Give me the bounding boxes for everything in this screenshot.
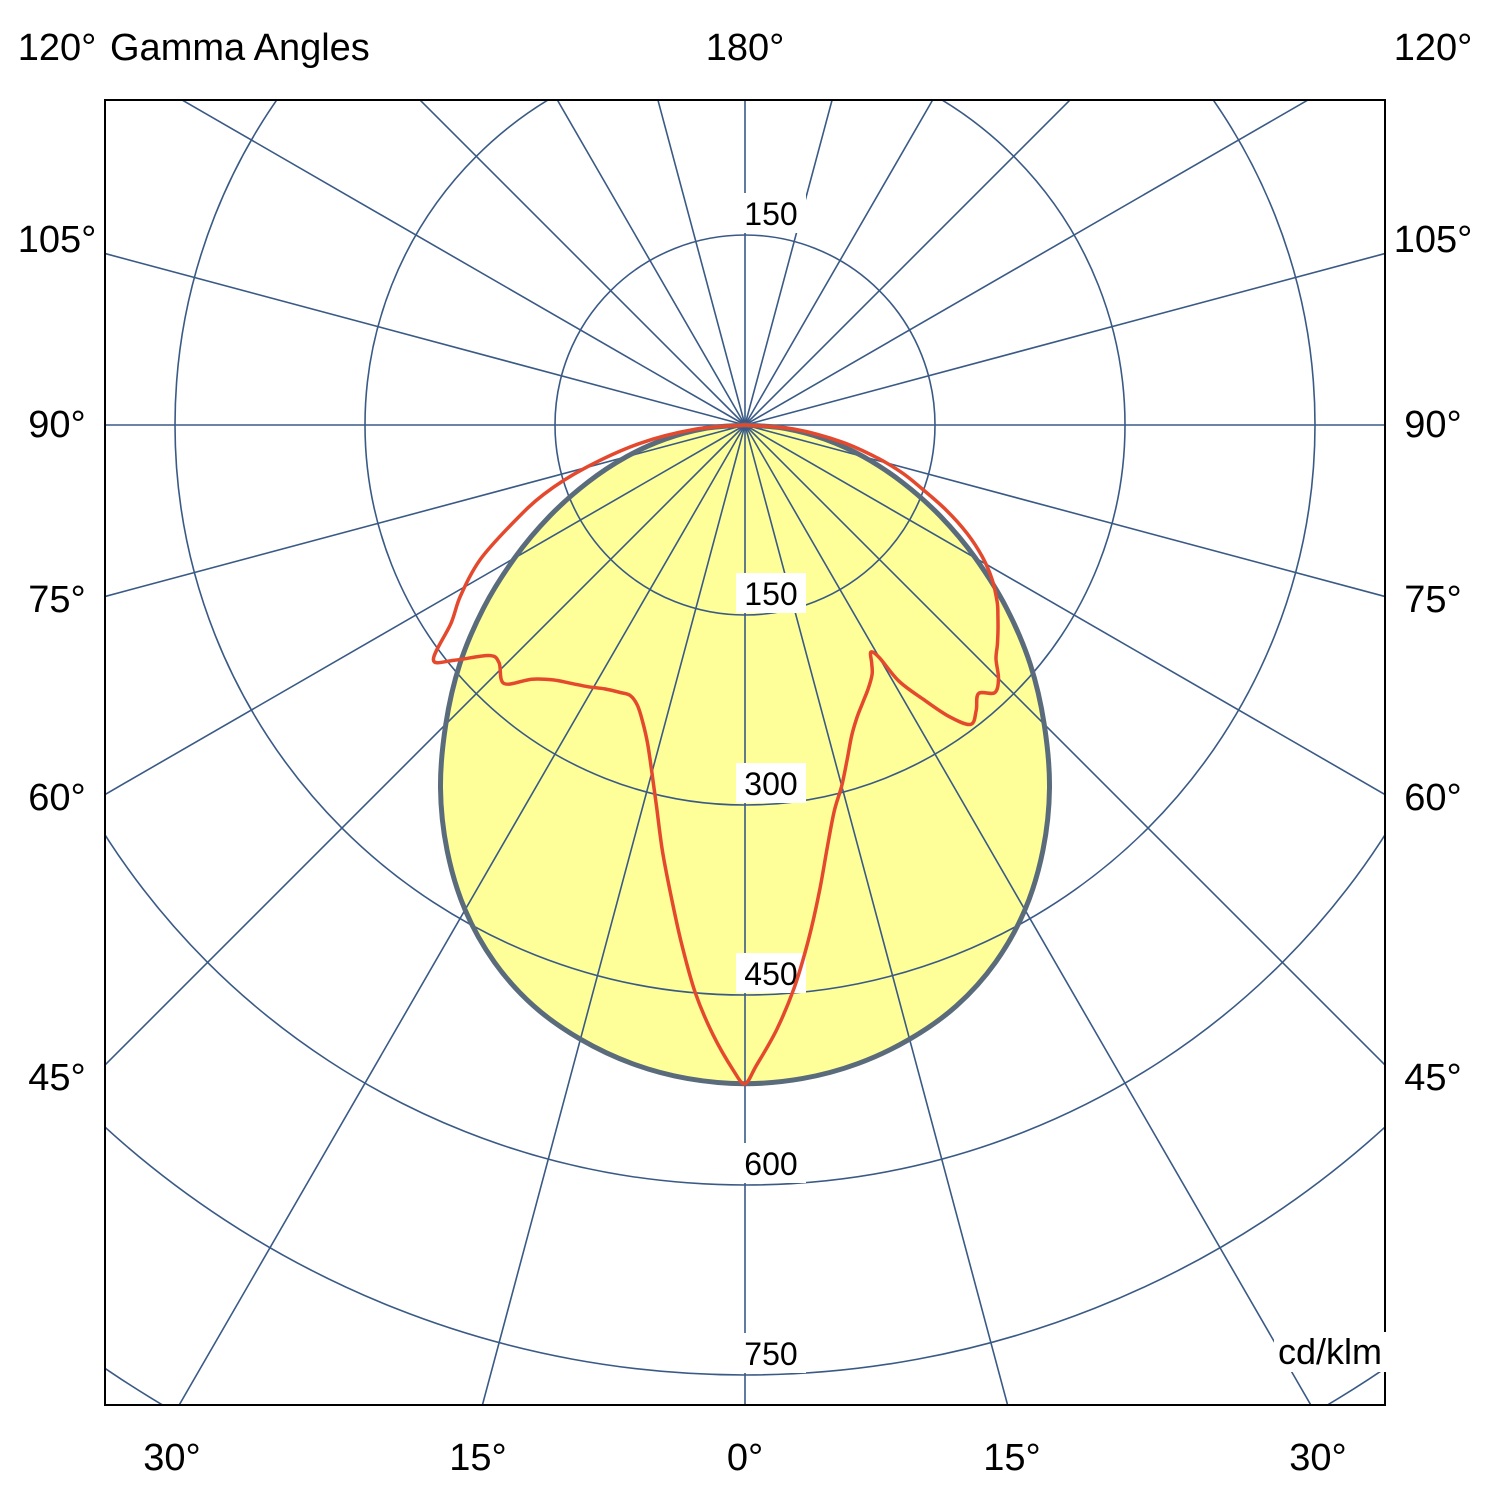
angle-label-bottom: 30° — [143, 1437, 201, 1479]
angle-label-120-top-left: 120° — [17, 27, 97, 69]
angle-label-bottom: 0° — [726, 1437, 764, 1479]
angle-label-bottom: 15° — [449, 1437, 507, 1479]
radial-ray — [744, 100, 833, 426]
angle-label-bottom: 15° — [983, 1437, 1041, 1479]
radial-tick-label: 150 — [744, 576, 797, 612]
angle-label-right: 75° — [1404, 579, 1462, 621]
angle-label-left: 45° — [28, 1057, 86, 1099]
radial-ray — [744, 424, 1385, 796]
radial-tick-label: 300 — [744, 766, 797, 802]
angle-label-bottom: 30° — [1289, 1437, 1347, 1479]
angle-label-left: 75° — [28, 579, 86, 621]
angle-label-120-top-right: 120° — [1393, 27, 1473, 69]
radial-tick-label: 600 — [744, 1146, 797, 1182]
radial-ray — [105, 252, 746, 426]
tick-label-bg — [736, 763, 806, 803]
radial-ray — [744, 424, 1385, 598]
radial-tick-label: 750 — [744, 1336, 797, 1372]
curve-red — [431, 423, 1001, 1086]
angle-label-left: 60° — [28, 777, 86, 819]
radial-ray — [744, 424, 1312, 1405]
radial-tick-labels: 150 300 450 600 750 150 — [736, 193, 806, 1373]
radial-tick-label: 450 — [744, 956, 797, 992]
unit-label: cd/klm — [1273, 1332, 1387, 1372]
tick-label-bg — [736, 573, 806, 613]
radial-ray — [744, 424, 1385, 1067]
angle-label-180: 180° — [705, 27, 785, 69]
angle-label-right: 60° — [1404, 777, 1462, 819]
radial-ray — [744, 100, 934, 426]
radial-ray — [178, 424, 746, 1405]
radial-ray — [180, 100, 746, 426]
radial-ray — [744, 252, 1385, 426]
radial-ray — [105, 424, 746, 1067]
radial-ray — [657, 100, 746, 426]
tick-label-bg — [736, 1333, 806, 1373]
tick-label-bg — [736, 193, 806, 233]
angle-label-left: 90° — [28, 404, 86, 446]
radial-ray — [105, 424, 746, 796]
radial-ray — [744, 100, 1310, 426]
radial-ray — [481, 424, 746, 1405]
tick-label-bg — [736, 1143, 806, 1183]
plot-border — [104, 99, 1386, 1406]
angle-label-right: 105° — [1393, 219, 1473, 261]
angle-label-right: 90° — [1404, 404, 1462, 446]
radial-ray — [105, 424, 746, 598]
radial-ray — [556, 100, 746, 426]
radial-ray — [418, 100, 746, 426]
chart-title: Gamma Angles — [110, 27, 370, 69]
angle-label-left: 105° — [17, 219, 97, 261]
radial-ray — [744, 424, 1009, 1405]
angle-label-right: 45° — [1404, 1057, 1462, 1099]
radial-ray — [744, 100, 1072, 426]
radial-tick-label: 150 — [744, 196, 797, 232]
